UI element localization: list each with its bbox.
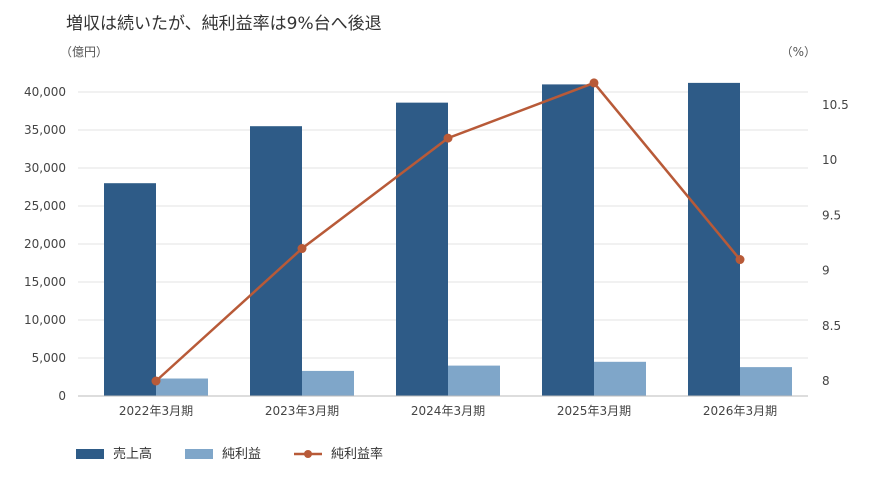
profit-margin-point bbox=[589, 78, 599, 88]
legend-swatch bbox=[185, 449, 213, 459]
profit-margin-point bbox=[735, 255, 745, 265]
net-profit-bar bbox=[302, 370, 354, 396]
x-tick-label: 2022年3月期 bbox=[119, 404, 193, 418]
y-left-tick-label: 10,000 bbox=[24, 313, 66, 327]
y-left-tick-label: 20,000 bbox=[24, 237, 66, 251]
revenue-bar bbox=[542, 84, 594, 397]
revenue-bar bbox=[688, 82, 740, 396]
profit-margin-point bbox=[443, 133, 453, 143]
profit-margin-line bbox=[151, 78, 745, 386]
revenue-bar bbox=[396, 102, 448, 396]
y-right-tick-label: 9.5 bbox=[822, 208, 841, 222]
y-left-tick-label: 0 bbox=[58, 389, 66, 403]
legend-swatch bbox=[76, 449, 104, 459]
legend-label: 純利益率 bbox=[331, 446, 383, 462]
legend-label: 売上高 bbox=[113, 446, 152, 462]
revenue-bar bbox=[104, 183, 156, 396]
net-profit-bar bbox=[448, 365, 500, 396]
x-tick-label: 2023年3月期 bbox=[265, 404, 339, 418]
x-tick-label: 2024年3月期 bbox=[411, 404, 485, 418]
y-right-tick-label: 9 bbox=[822, 264, 830, 278]
legend-label: 純利益 bbox=[222, 447, 261, 462]
y-right-tick-label: 8.5 bbox=[822, 319, 841, 333]
y-left-tick-label: 5,000 bbox=[32, 351, 66, 365]
y-left-tick-label: 30,000 bbox=[24, 161, 66, 175]
profit-margin-point bbox=[151, 376, 161, 386]
right-axis-unit-label: （%） bbox=[781, 45, 816, 59]
legend-marker bbox=[304, 450, 312, 458]
y-left-tick-label: 40,000 bbox=[24, 85, 66, 99]
net-profit-bar bbox=[740, 367, 792, 396]
y-left-tick-label: 15,000 bbox=[24, 275, 66, 289]
profit-margin-point bbox=[297, 244, 307, 254]
chart-title: 増収は続いたが、純利益率は9%台へ後退 bbox=[66, 14, 382, 34]
y-left-tick-label: 25,000 bbox=[24, 199, 66, 213]
legend: 売上高 純利益 純利益率 bbox=[76, 446, 383, 462]
y-left-tick-label: 35,000 bbox=[24, 123, 66, 137]
bars bbox=[104, 82, 792, 397]
net-profit-bar bbox=[156, 378, 208, 396]
net-profit-bar bbox=[594, 361, 646, 396]
revenue-bar bbox=[250, 126, 302, 396]
y-right-tick-label: 10 bbox=[822, 153, 837, 167]
left-axis-unit-label: （億円） bbox=[60, 45, 108, 59]
y-right-tick-label: 10.5 bbox=[822, 98, 849, 112]
x-tick-label: 2025年3月期 bbox=[557, 404, 631, 418]
x-tick-label: 2026年3月期 bbox=[703, 404, 777, 418]
axes: 0 5,000 10,000 15,000 20,000 25,000 30,000 35,0… bbox=[24, 85, 849, 418]
y-right-tick-label: 8 bbox=[822, 374, 830, 388]
